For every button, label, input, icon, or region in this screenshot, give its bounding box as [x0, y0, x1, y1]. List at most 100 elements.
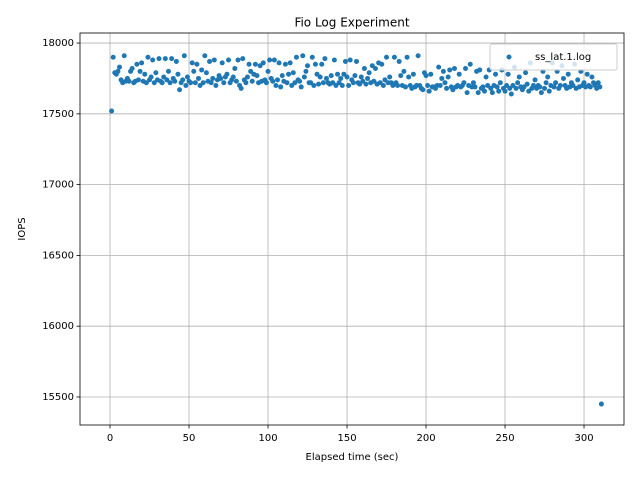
point	[271, 57, 277, 63]
point	[139, 60, 145, 66]
point	[384, 54, 390, 60]
y-tick-label: 17500	[42, 109, 74, 120]
point	[560, 75, 566, 81]
point	[311, 83, 317, 89]
point	[191, 68, 197, 74]
point	[297, 78, 303, 84]
y-tick-label: 16000	[42, 321, 74, 332]
point	[402, 84, 408, 90]
x-tick-label: 100	[258, 433, 277, 444]
point	[249, 78, 255, 84]
point	[300, 53, 306, 59]
point	[523, 70, 529, 76]
point	[135, 77, 141, 83]
point	[513, 85, 519, 91]
point	[350, 80, 356, 86]
point	[543, 80, 549, 86]
point	[200, 80, 206, 86]
x-tick-label: 150	[337, 433, 356, 444]
point	[380, 83, 386, 89]
point	[156, 56, 162, 62]
point	[301, 74, 307, 80]
point	[439, 75, 445, 81]
point	[196, 75, 202, 81]
point	[505, 71, 511, 77]
legend-label: ss_lat.1.log	[535, 52, 591, 63]
point	[447, 67, 453, 73]
point	[319, 61, 325, 67]
point	[589, 74, 595, 80]
point	[363, 81, 369, 87]
point	[276, 60, 282, 66]
point	[150, 57, 156, 63]
point	[192, 80, 198, 86]
point	[557, 83, 563, 89]
point	[581, 80, 587, 86]
point	[391, 54, 397, 60]
legend: ss_lat.1.log	[489, 43, 618, 71]
point	[437, 83, 443, 89]
point	[442, 80, 448, 86]
point	[565, 71, 571, 77]
point	[401, 68, 407, 74]
point	[188, 80, 194, 86]
point	[542, 85, 548, 91]
point	[286, 71, 292, 77]
point	[320, 80, 326, 86]
point	[115, 68, 121, 74]
point	[218, 75, 224, 81]
point	[173, 58, 179, 64]
point	[410, 71, 416, 77]
point	[323, 75, 329, 81]
point	[293, 54, 299, 60]
point	[365, 75, 371, 81]
x-axis-label: Elapsed time (sec)	[306, 452, 399, 463]
point	[224, 71, 230, 77]
point	[290, 70, 296, 76]
point	[233, 78, 239, 84]
point	[545, 74, 551, 80]
point	[426, 88, 432, 94]
point	[494, 84, 500, 90]
point	[213, 83, 219, 89]
point	[275, 77, 281, 83]
point	[444, 85, 450, 91]
point	[134, 61, 140, 67]
point	[263, 80, 269, 86]
x-tick-label: 200	[416, 433, 435, 444]
point	[496, 88, 502, 94]
point	[316, 81, 322, 87]
point	[398, 73, 404, 79]
point	[165, 68, 171, 74]
point	[142, 71, 148, 77]
point	[472, 84, 478, 90]
point	[415, 53, 421, 59]
point	[121, 53, 127, 59]
point	[162, 56, 168, 62]
point	[177, 87, 183, 93]
x-tick-label: 50	[183, 433, 196, 444]
point	[595, 80, 601, 86]
point	[546, 88, 552, 94]
point	[117, 64, 123, 70]
point	[470, 80, 476, 86]
point	[169, 56, 175, 62]
point	[338, 75, 344, 81]
legend-box	[489, 43, 618, 71]
point	[372, 66, 378, 72]
point	[553, 80, 559, 86]
point	[502, 88, 508, 94]
point	[352, 73, 358, 79]
point	[480, 84, 486, 90]
point	[199, 67, 205, 73]
point	[597, 84, 603, 90]
point	[379, 61, 385, 67]
point	[282, 61, 288, 67]
point	[347, 57, 353, 63]
point	[358, 74, 364, 80]
point	[489, 90, 495, 96]
point	[538, 90, 544, 96]
point	[475, 90, 481, 96]
point	[508, 91, 514, 97]
point	[202, 53, 208, 59]
